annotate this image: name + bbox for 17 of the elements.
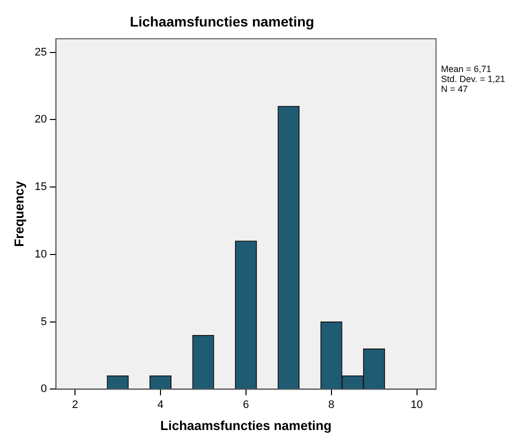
text: Mean = 6,71: [441, 64, 492, 74]
y-tick-label: 15: [34, 181, 47, 194]
text: Std. Dev. = 1,21: [441, 74, 506, 84]
x-tick-label: 6: [242, 398, 249, 411]
x-tick-label: 10: [410, 398, 423, 411]
x-tick-label: 4: [157, 398, 164, 411]
y-tick-label: 20: [34, 114, 47, 126]
text: N = 47: [441, 84, 468, 94]
y-tick-label: 10: [34, 248, 47, 260]
y-axis-title: Frequency: [11, 180, 26, 247]
chart-title: Lichaamsfuncties nameting: [130, 13, 314, 30]
x-tick-label: 8: [328, 398, 334, 411]
x-tick-label: 2: [72, 398, 78, 411]
x-axis-title: Lichaamsfuncties nameting: [160, 418, 332, 433]
y-tick-label: 25: [34, 46, 47, 58]
y-tick-label: 5: [40, 316, 47, 328]
y-tick-label: 0: [40, 383, 47, 396]
